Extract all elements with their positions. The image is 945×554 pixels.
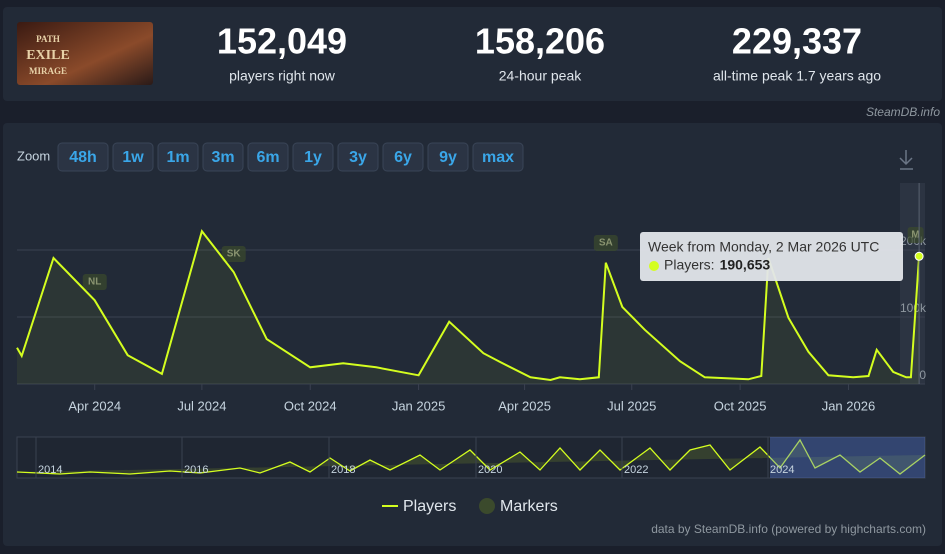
zoom-button-label[interactable]: 48h [69,149,97,166]
zoom-button[interactable] [57,142,109,172]
zoom-button[interactable] [247,142,289,172]
x-tick-label: Oct 2025 [714,398,767,413]
zoom-button[interactable] [382,142,424,172]
marker-label: M [911,230,919,241]
logo-text: EXILE [26,48,70,63]
stats-panel [3,7,942,101]
navigator-label: 2024 [770,464,794,476]
zoom-button[interactable] [157,142,199,172]
zoom-button-label[interactable]: 1y [304,149,322,166]
tooltip-swatch [649,261,659,271]
x-tick-label: Jan 2026 [822,398,876,413]
stat-value: 152,049 [217,21,347,62]
credit[interactable]: data by SteamDB.info (powered by highcha… [651,522,926,536]
marker [221,246,246,262]
y-tick-label: 100k [900,301,927,315]
zoom-button-label[interactable]: 6m [256,149,279,166]
x-tick-label: Jul 2024 [177,398,226,413]
x-tick-label: Jul 2025 [607,398,656,413]
download-icon[interactable] [899,150,913,170]
marker [82,274,107,290]
zoom-button[interactable] [337,142,379,172]
x-tick-label: Apr 2025 [498,398,551,413]
marker-label: SK [227,249,242,260]
zoom-button-label[interactable]: max [482,149,514,166]
zoom-button-label[interactable]: 3y [349,149,367,166]
zoom-button[interactable] [202,142,244,172]
marker [593,235,618,251]
line [16,229,921,382]
navigator-label: 2022 [624,464,648,476]
navigator-label: 2018 [331,464,355,476]
logo-text: PATH [36,34,60,44]
zoom-button[interactable] [112,142,154,172]
navigator-label: 2014 [38,464,62,476]
legend-swatch[interactable] [479,498,495,514]
legend-label[interactable]: Markers [500,498,558,515]
zoom-button[interactable] [427,142,469,172]
tooltip-series: Players: [664,257,715,273]
navigator-label: 2020 [478,464,502,476]
zoom-button[interactable] [292,142,334,172]
hover-point [914,251,924,261]
tooltip-title: Week from Monday, 2 Mar 2026 UTC [648,239,879,255]
navigator-label: 2016 [184,464,208,476]
marker-label: SA [599,238,613,249]
stat-label: all-time peak 1.7 years ago [713,68,881,84]
area [17,231,920,384]
stat-value: 229,337 [732,21,862,62]
zoom-button-label[interactable]: 6y [394,149,412,166]
navigator-line [16,438,926,475]
stat-label: 24-hour peak [499,68,583,84]
zoom-label: Zoom [17,148,50,163]
stat-value: 158,206 [475,21,605,62]
zoom-button-label[interactable]: 1w [122,149,144,166]
legend-label[interactable]: Players [403,498,456,515]
x-tick-label: Oct 2024 [284,398,337,413]
navigator-range[interactable] [770,437,925,478]
x-tick-label: Jan 2025 [392,398,446,413]
zoom-button-label[interactable]: 1m [166,149,189,166]
source: SteamDB.info [866,105,940,119]
y-tick-label: 0 [919,368,926,382]
zoom-button-label[interactable]: 9y [439,149,457,166]
logo-text: MIRAGE [29,66,67,76]
stat-label: players right now [229,68,336,84]
chart-panel [3,123,942,546]
tooltip-value: 190,653 [720,257,771,273]
x-tick-label: Apr 2024 [68,398,121,413]
game-logo[interactable] [17,22,153,85]
marker-label: NL [88,277,101,288]
zoom-button[interactable] [472,142,524,172]
zoom-button-label[interactable]: 3m [211,149,234,166]
tooltip [640,232,903,281]
